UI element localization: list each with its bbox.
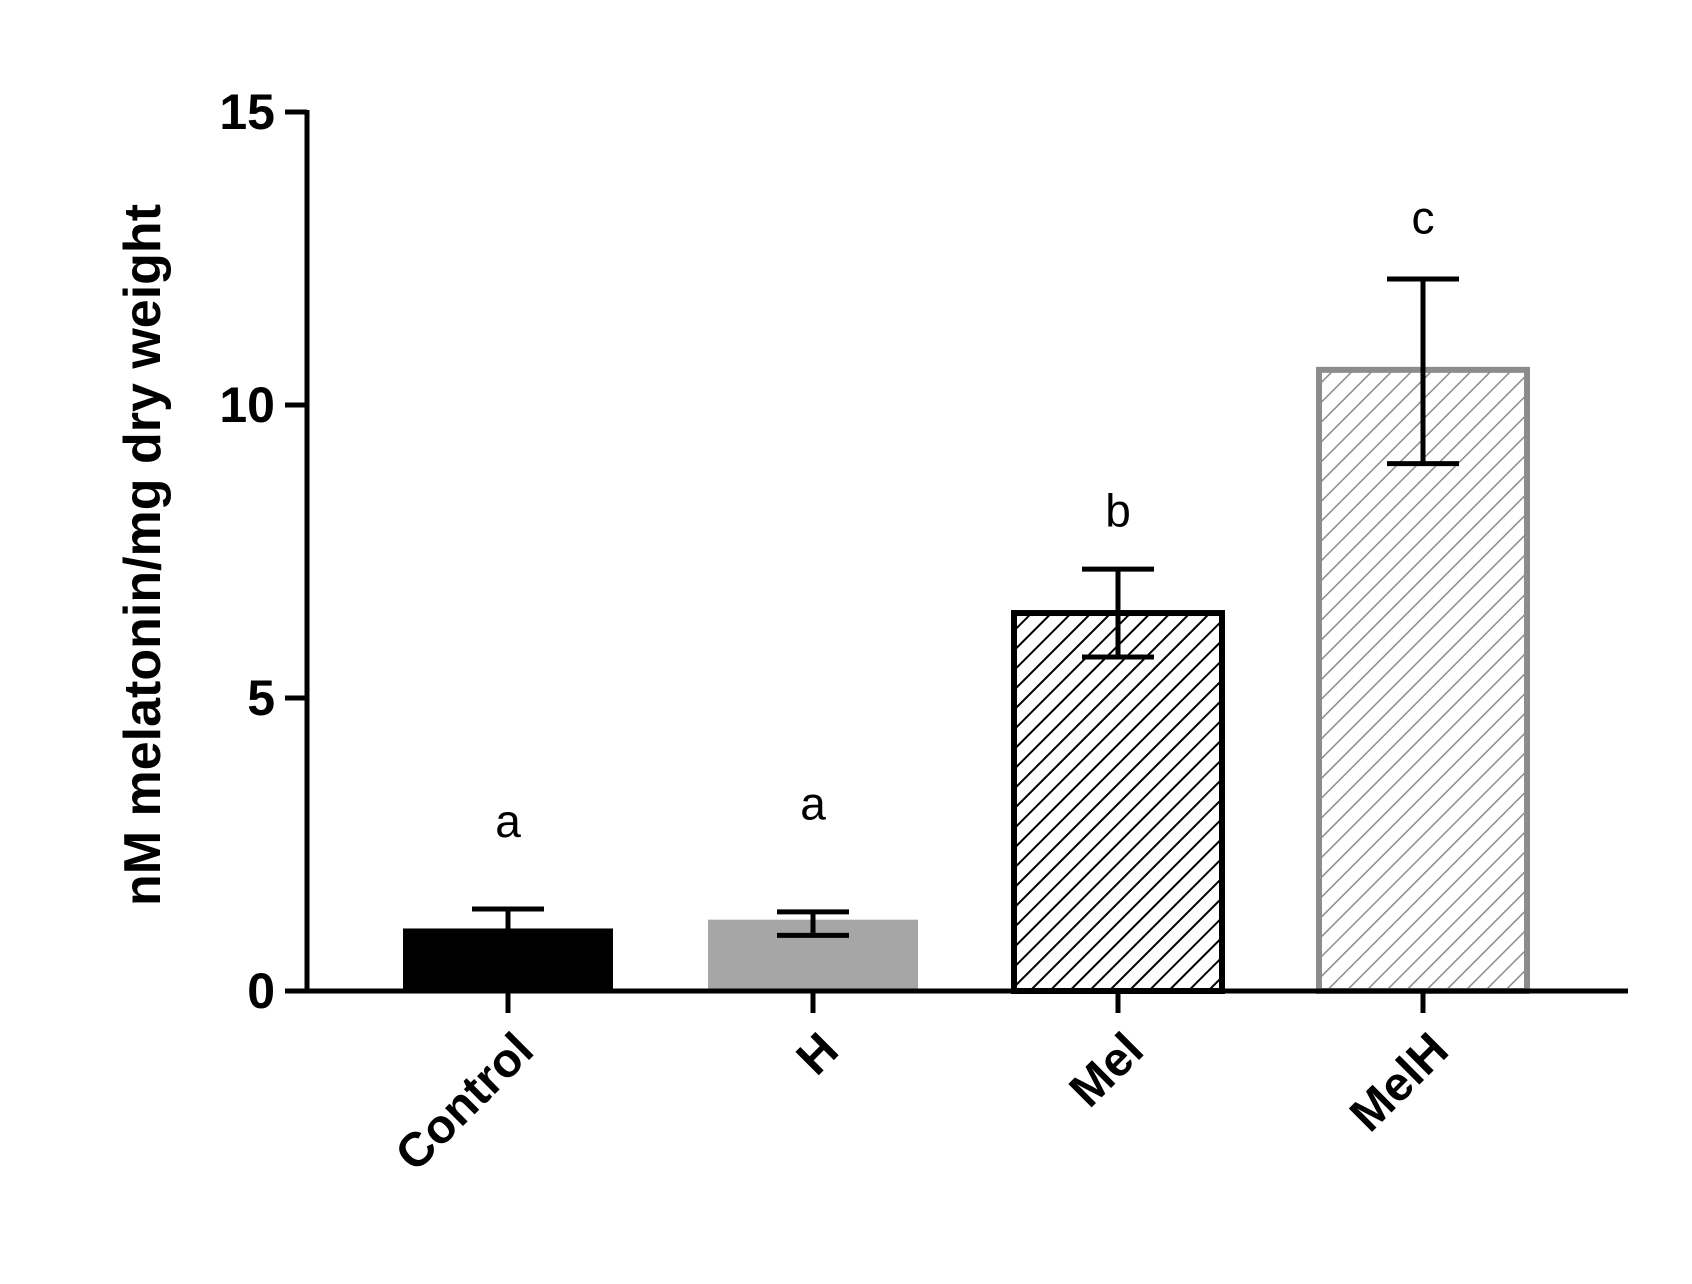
x-tick-label: MelH [1340, 1023, 1459, 1142]
error-bar-control [472, 906, 544, 953]
error-bars [472, 276, 1459, 953]
x-tick-label: Control [386, 1023, 544, 1181]
bars [403, 366, 1530, 995]
significance-letters: a a b c [495, 191, 1434, 847]
error-bar-melh [1387, 276, 1459, 467]
x-tick-label: H [787, 1023, 849, 1085]
error-bar-mel [1082, 566, 1154, 660]
bar-mel [1011, 610, 1225, 995]
significance-letter: c [1412, 191, 1435, 243]
y-tick-label: 10 [219, 377, 275, 433]
significance-letter: a [800, 777, 826, 829]
y-tick-label: 5 [247, 670, 275, 726]
error-bar-h [777, 909, 849, 938]
y-axis-label: nM melatonin/mg dry weight [114, 204, 172, 906]
x-tick-label: Mel [1060, 1023, 1154, 1117]
y-axis-ticks: 0 5 10 15 [219, 84, 307, 1019]
y-tick-label: 0 [247, 963, 275, 1019]
x-axis-ticks: Control H Mel MelH [386, 991, 1459, 1181]
y-tick-label: 15 [219, 84, 275, 140]
significance-letter: b [1105, 484, 1131, 536]
significance-letter: a [495, 795, 521, 847]
